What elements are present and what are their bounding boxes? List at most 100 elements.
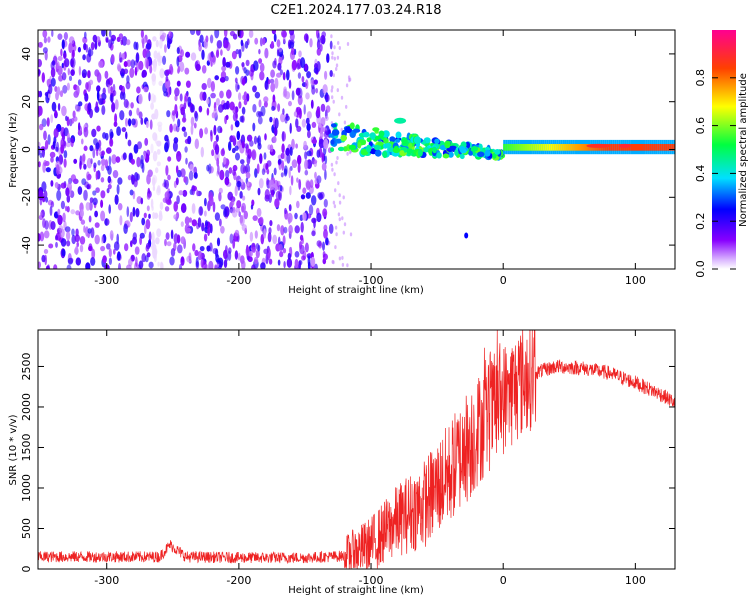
colorbar: 0.0 0.2 0.4 0.6 0.8 Normalized spectral ampl… bbox=[694, 30, 749, 278]
spectrogram-cell bbox=[238, 211, 241, 218]
spectrogram-cell bbox=[239, 115, 244, 123]
spectrogram-cell bbox=[254, 91, 261, 99]
spectrogram-cell bbox=[289, 122, 292, 134]
spectrogram-cell bbox=[63, 58, 70, 68]
spectrogram-cell bbox=[260, 262, 266, 269]
spectrogram-cell bbox=[342, 195, 345, 200]
spectrogram-cell bbox=[288, 224, 293, 235]
spectrogram-cell bbox=[322, 241, 325, 251]
spectrogram-cell bbox=[340, 127, 343, 132]
spectrogram-cell bbox=[125, 81, 131, 90]
spectrogram-cell bbox=[372, 127, 380, 132]
spectrogram-cell bbox=[323, 229, 328, 239]
spectrogram-cell bbox=[503, 144, 506, 151]
spectrogram-cell bbox=[176, 80, 181, 87]
spectrogram-cell bbox=[240, 159, 245, 165]
spectrogram-cell bbox=[41, 181, 47, 192]
spectrogram-cell bbox=[296, 200, 300, 209]
spectrogram-cell bbox=[534, 144, 537, 151]
spectrogram-cell bbox=[665, 144, 668, 151]
spectrogram-cell bbox=[465, 141, 471, 149]
spectrogram-cell bbox=[120, 39, 124, 46]
spectrogram-cell bbox=[527, 144, 529, 151]
spectrogram-cell bbox=[65, 141, 72, 148]
spectrogram-cell bbox=[319, 132, 324, 138]
spectrogram-cell bbox=[159, 68, 165, 79]
spectrogram-cell bbox=[572, 144, 575, 151]
y-tick-label: 40 bbox=[20, 47, 33, 61]
spectrogram-cell bbox=[135, 208, 140, 218]
spectrogram-cell bbox=[562, 144, 565, 151]
spectrogram-cell bbox=[87, 173, 92, 181]
spectrogram-cell bbox=[322, 251, 326, 258]
spectrogram-cell bbox=[369, 132, 377, 140]
spectrogram-cell bbox=[70, 137, 74, 148]
spectrogram-cell bbox=[325, 237, 329, 246]
spectrogram-cell bbox=[119, 84, 123, 91]
spectrogram-cell bbox=[87, 49, 94, 57]
spectrogram-cell bbox=[119, 110, 125, 121]
spectrogram-cell bbox=[59, 90, 64, 98]
spectrogram-cell bbox=[303, 33, 309, 42]
x-tick-label: 0 bbox=[500, 574, 507, 587]
spectrogram-cell bbox=[305, 92, 310, 100]
spectrogram-cell bbox=[88, 79, 94, 86]
spectrogram-cell bbox=[68, 36, 75, 45]
spectrogram-cell bbox=[101, 150, 105, 156]
spectrogram-cell bbox=[108, 204, 111, 214]
spectrogram-cell bbox=[152, 185, 156, 191]
spectrogram-cell bbox=[55, 164, 60, 176]
spectrogram-cell bbox=[296, 177, 299, 183]
spectrogram-cell bbox=[199, 246, 205, 252]
spectrogram-cell bbox=[41, 147, 45, 158]
spectrogram-y-axis-label: Frequency (Hz) bbox=[8, 112, 19, 188]
spectrogram-cell bbox=[195, 256, 199, 268]
spectrogram-cell bbox=[324, 169, 327, 180]
spectrogram-cell bbox=[238, 48, 242, 59]
spectrogram-cell bbox=[167, 156, 172, 162]
spectrogram-cell bbox=[586, 144, 589, 151]
spectrogram-cell bbox=[59, 228, 65, 239]
spectrogram-cell bbox=[303, 140, 307, 150]
spectrogram-cell bbox=[174, 87, 180, 97]
spectrogram-cell bbox=[276, 72, 282, 78]
spectrogram-cell bbox=[188, 252, 192, 262]
spectrogram-cell bbox=[638, 144, 640, 151]
spectrogram-cell bbox=[248, 30, 254, 38]
spectrogram-cell bbox=[278, 190, 282, 201]
spectrogram-cell bbox=[74, 234, 81, 243]
spectrogram-cell bbox=[279, 251, 284, 258]
spectrogram-cell bbox=[44, 140, 49, 150]
snr-background bbox=[38, 330, 675, 569]
spectrogram-cell bbox=[143, 212, 147, 219]
spectrogram-cell bbox=[162, 55, 167, 65]
spectrogram-cell bbox=[254, 230, 258, 239]
spectrogram-cell bbox=[169, 123, 173, 133]
spectrogram-y-ticks: -40 -20 0 20 40 bbox=[20, 47, 675, 254]
spectrogram-cell bbox=[236, 200, 242, 209]
spectrogram-cell bbox=[231, 135, 236, 142]
spectrogram-cell bbox=[228, 167, 233, 174]
spectrogram-cell bbox=[324, 70, 328, 80]
spectrogram-cell bbox=[582, 144, 585, 151]
spectrogram-cell bbox=[303, 104, 306, 115]
spectrogram-cell bbox=[245, 144, 249, 154]
spectrogram-cell bbox=[643, 144, 646, 151]
spectrogram-cell bbox=[121, 36, 128, 46]
spectrogram-cell bbox=[517, 144, 520, 151]
spectrogram-cell bbox=[224, 176, 230, 186]
spectrogram-cell bbox=[44, 160, 50, 167]
spectrogram-cell bbox=[513, 144, 516, 151]
spectrogram-cell bbox=[245, 59, 250, 67]
spectrogram-cell bbox=[130, 102, 134, 109]
spectrogram-cell bbox=[252, 122, 256, 132]
spectrogram-cell bbox=[291, 90, 295, 101]
spectrogram-cell bbox=[53, 128, 59, 138]
spectrogram-cell bbox=[218, 192, 222, 202]
spectrogram-cell bbox=[141, 253, 146, 263]
spectrogram-cell bbox=[141, 217, 146, 226]
spectrogram-cell bbox=[399, 150, 405, 156]
spectrogram-cell bbox=[230, 196, 236, 203]
spectrogram-cell bbox=[338, 200, 342, 205]
spectrogram-cell bbox=[298, 260, 302, 269]
